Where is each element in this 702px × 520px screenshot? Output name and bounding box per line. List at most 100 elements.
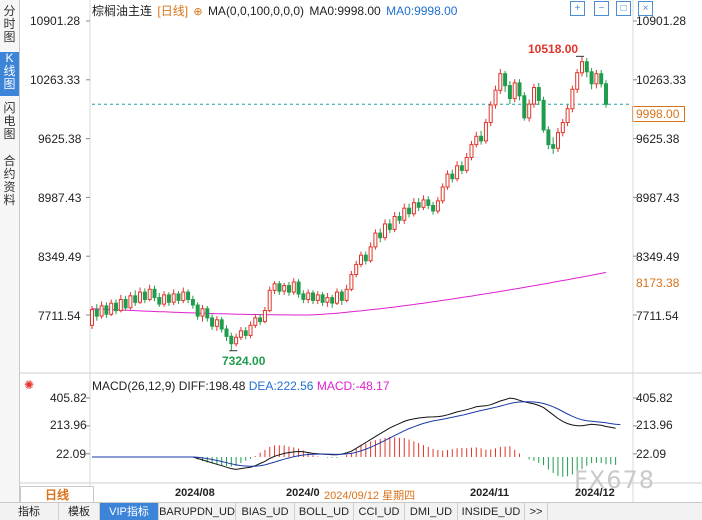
indicator-tab-bar: 指标 模板 VIP指标 BARUPDN_UD BIAS_UD BOLL_UD C… [0, 502, 702, 520]
candle-body [469, 144, 474, 159]
ma0-value-alt: MA0:9998.00 [386, 4, 458, 18]
candle-body [493, 89, 498, 106]
candle-body [373, 232, 378, 248]
macd-axis-left-label: 22.09 [56, 447, 87, 461]
price-axis-left-label: 10263.33 [30, 73, 81, 87]
macd-axis-left-label: 405.82 [50, 391, 87, 405]
candle-body [387, 223, 392, 230]
candle-body [435, 200, 440, 212]
price-axis-left-label: 9625.38 [38, 132, 82, 146]
date-label: 2024/12 [575, 487, 615, 499]
candle-body [527, 103, 532, 119]
candle-body [556, 132, 560, 149]
candle-body [186, 291, 191, 301]
candle-body [147, 288, 152, 300]
candle-body [190, 299, 195, 306]
candle-body [421, 199, 426, 208]
candle-body [306, 292, 311, 300]
candle-body [507, 85, 512, 99]
candle-body [575, 72, 580, 90]
candle-body [498, 73, 503, 91]
macd-legend: MACD(26,12,9) DIFF:198.48 DEA:222.56 MAC… [92, 379, 390, 393]
candle-body [99, 305, 104, 317]
tab-cci[interactable]: CCI_UD [354, 503, 405, 520]
tab-barupdn[interactable]: BARUPDN_UD [159, 503, 236, 520]
tab-boll[interactable]: BOLL_UD [295, 503, 354, 520]
candle-body [584, 61, 589, 73]
tab-inside[interactable]: INSIDE_UD [458, 503, 525, 520]
fullscreen-icon[interactable]: □ [616, 1, 631, 16]
candle-body [262, 310, 267, 323]
candle-body [296, 281, 301, 295]
close-icon[interactable]: × [638, 1, 653, 16]
tab-templates[interactable]: 模板 [59, 503, 100, 520]
period-tag: [日线] [157, 4, 189, 18]
candle-body [589, 71, 594, 85]
candle-body [570, 88, 575, 110]
candle-body [229, 335, 234, 345]
candle-body [445, 173, 450, 188]
left-tab-bar: 分时图 K线图 闪电图 合约资料 [0, 0, 20, 502]
instrument-title: 棕榈油主连 [92, 4, 153, 18]
tab-vip-indicators[interactable]: VIP指标 [100, 503, 159, 520]
macd-title: MACD(26,12,9) [92, 379, 176, 393]
candle-body [123, 299, 128, 309]
price-axis-right-label: 7711.54 [636, 309, 679, 323]
candle-body [200, 308, 205, 317]
tab-contract-info[interactable]: 合约资料 [3, 154, 16, 207]
candle-body [94, 309, 99, 317]
macd-settings-icon[interactable]: ✺ [23, 378, 35, 392]
candle-body [248, 324, 253, 336]
candle-body [560, 122, 565, 134]
date-label: 2024/0 [286, 487, 320, 499]
candle-body [219, 319, 224, 330]
candle-body [604, 83, 608, 105]
tab-kline[interactable]: K线图 [0, 52, 19, 96]
candle-body [512, 82, 517, 100]
candle-body [287, 285, 291, 293]
price-axis-right-label: 8987.43 [636, 191, 680, 205]
tab-more[interactable]: >> [525, 503, 548, 520]
candle-body [210, 317, 215, 327]
settings-icon[interactable]: ⊕ [193, 6, 203, 18]
candle-body [339, 291, 344, 301]
period-selector[interactable]: 日线 [20, 486, 94, 504]
price-axis-left-label: 10901.28 [30, 14, 81, 28]
candle-body [546, 129, 551, 146]
candle-body [320, 294, 325, 303]
candle-body [402, 207, 407, 221]
zoom-in-icon[interactable]: + [570, 1, 585, 16]
candle-body [455, 165, 460, 180]
tab-timeshare[interactable]: 分时图 [3, 4, 16, 44]
price-axis-left-label: 7711.54 [38, 309, 81, 323]
ma-price-tag: 8173.38 [636, 276, 680, 290]
macd-axis-left-label: 213.96 [50, 418, 87, 432]
candle-body [176, 293, 181, 301]
tab-bias[interactable]: BIAS_UD [236, 503, 295, 520]
candle-body [440, 186, 445, 202]
zoom-out-icon[interactable]: − [594, 1, 609, 16]
candle-body [349, 274, 354, 290]
tab-dmi[interactable]: DMI_UD [405, 503, 458, 520]
chart-legend: 棕榈油主连 [日线] ⊕ MA(0,0,100,0,0,0) MA0:9998.… [92, 3, 459, 19]
candle-body [335, 291, 339, 304]
candle-body [397, 216, 402, 221]
candle-body [344, 288, 349, 301]
tab-indicators[interactable]: 指标 [0, 503, 59, 520]
candle-body [104, 305, 109, 315]
candle-body [157, 297, 162, 305]
candle-body [488, 104, 493, 123]
candle-body [301, 293, 306, 300]
candle-body [142, 291, 147, 301]
macd-macd: MACD:-48.17 [316, 379, 390, 393]
candle-body [114, 302, 118, 312]
price-axis-right-label: 10901.28 [636, 14, 687, 28]
candle-body [599, 73, 604, 85]
candle-body [392, 216, 397, 230]
last-price-tag: 9998.00 [632, 106, 685, 122]
candle-body [464, 157, 469, 171]
tab-flash-chart[interactable]: 闪电图 [3, 101, 16, 141]
candle-body [253, 317, 258, 326]
